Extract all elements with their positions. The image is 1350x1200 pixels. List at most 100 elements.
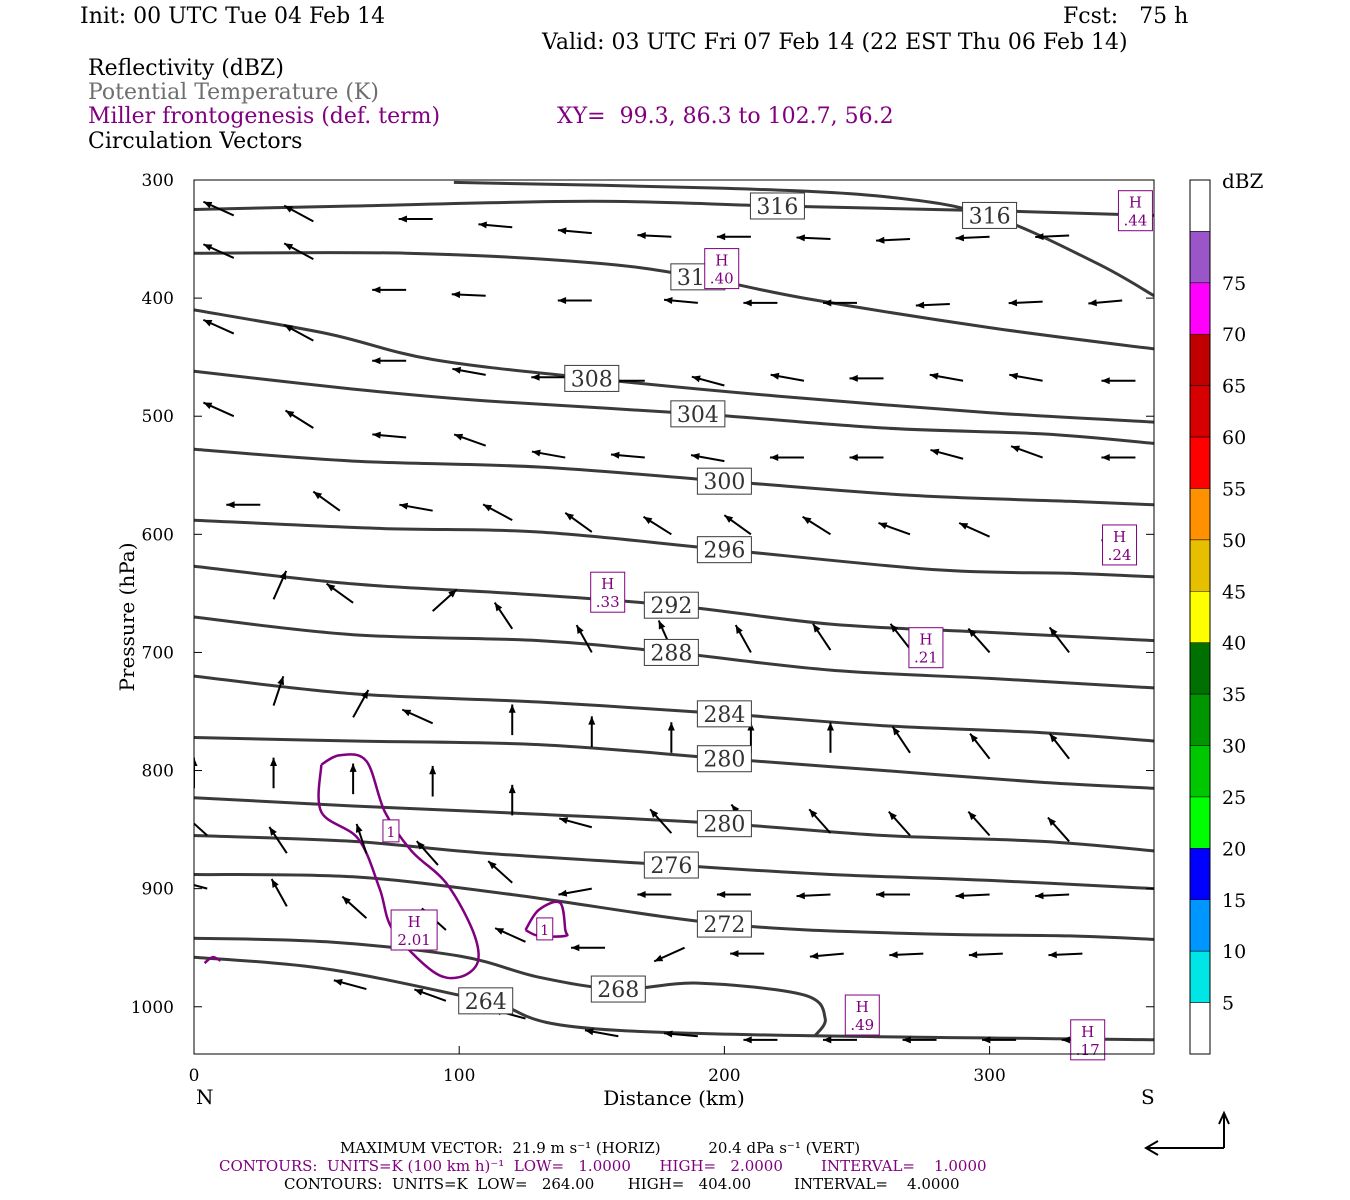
circulation-vector xyxy=(588,716,596,747)
vector-head xyxy=(770,372,780,380)
vector-head xyxy=(531,449,541,457)
circulation-vector xyxy=(969,733,991,760)
colorbar-label: 20 xyxy=(1222,838,1246,860)
circulation-vector xyxy=(802,515,831,536)
theta-label-text: 316 xyxy=(969,204,1011,229)
vector-head xyxy=(452,366,462,374)
vector-shaft xyxy=(194,822,208,837)
theta-label-box xyxy=(458,987,514,1015)
y-tick-label: 1000 xyxy=(131,998,174,1018)
circulation-vector xyxy=(915,301,950,309)
max-label: H xyxy=(1129,194,1142,212)
circulation-vector xyxy=(453,433,487,447)
theta-label-box xyxy=(749,192,805,220)
circulation-vector xyxy=(333,979,367,991)
vector-head xyxy=(664,1030,673,1038)
circulation-vector xyxy=(352,689,370,718)
colorbar-label: 40 xyxy=(1222,633,1246,655)
circulation-vector xyxy=(796,892,831,900)
circulation-vector xyxy=(808,808,832,834)
vector-head xyxy=(478,221,487,229)
circulation-vector xyxy=(508,784,516,816)
vector-head xyxy=(284,243,294,251)
circulation-vector xyxy=(723,514,752,536)
vector-head xyxy=(955,892,965,900)
circulation-vector xyxy=(888,810,911,837)
circulation-vector xyxy=(734,624,752,653)
theta-label-box xyxy=(696,910,752,938)
circulation-vector xyxy=(769,454,804,462)
colorbar-segment xyxy=(1189,745,1211,798)
frontogenesis-contour-label: 1 xyxy=(536,917,554,941)
max-value: .21 xyxy=(914,649,938,667)
vector-head xyxy=(826,722,834,731)
theta-label-text: 272 xyxy=(703,913,745,938)
circulation-vector xyxy=(272,675,285,706)
circulation-vector xyxy=(955,892,990,900)
colorbar-segment xyxy=(1189,333,1211,386)
max-value: .17 xyxy=(1076,1041,1100,1059)
colorbar-segment xyxy=(1189,282,1211,335)
colorbar-segment xyxy=(1189,899,1211,952)
frontogenesis-max: H.21 xyxy=(908,627,944,669)
south-end-label: S xyxy=(1141,1085,1155,1109)
frontogenesis-max: H.24 xyxy=(1102,524,1138,566)
circulation-vector xyxy=(415,840,439,866)
colorbar-segment xyxy=(1189,796,1211,849)
vector-head xyxy=(402,709,412,717)
vector-head xyxy=(372,286,381,294)
colorbar-label: 65 xyxy=(1222,376,1246,398)
vector-head xyxy=(769,454,779,462)
vector-head xyxy=(892,726,901,736)
colorbar: dBZ 5 10 15 20 25 30 35 40 45 50 55 60 65 70 75 xyxy=(1189,169,1264,1055)
vector-head xyxy=(175,879,184,886)
vector-head xyxy=(929,372,939,380)
circulation-vector xyxy=(968,951,1003,959)
colorbar-segment xyxy=(1189,436,1211,489)
vector-head xyxy=(743,1036,752,1044)
vector-head xyxy=(558,889,568,897)
frontogenesis-contour-label: 1 xyxy=(382,819,400,843)
vector-head xyxy=(1035,892,1044,900)
circulation-vector xyxy=(226,501,261,509)
colorbar-label: 75 xyxy=(1222,273,1246,295)
vector-head xyxy=(796,234,805,242)
y-tick-label: 300 xyxy=(142,171,174,191)
vector-head xyxy=(716,233,726,241)
circulation-vector xyxy=(716,233,751,241)
cross-section-coordinates: XY= 99.3, 86.3 to 102.7, 56.2 xyxy=(557,104,894,129)
x-tick-label: 0 xyxy=(189,1066,200,1086)
circulation-vector xyxy=(478,221,513,229)
vector-head xyxy=(588,716,596,725)
circulation-vector xyxy=(372,286,407,294)
colorbar-label: 50 xyxy=(1222,530,1246,552)
circulation-vector xyxy=(667,722,675,753)
max-label: H xyxy=(1081,1023,1094,1041)
vector-head xyxy=(1049,733,1058,743)
vector-head xyxy=(429,765,437,775)
theta-label-316: 316 xyxy=(962,201,1018,229)
circulation-vector xyxy=(398,215,433,223)
vector-head xyxy=(1011,445,1021,453)
circulation-vector xyxy=(531,449,566,459)
y-tick-label: 800 xyxy=(142,762,174,782)
vector-head xyxy=(959,523,969,530)
theta-label-text: 288 xyxy=(650,641,692,666)
max-label: H xyxy=(856,998,869,1016)
colorbar-segment xyxy=(1189,488,1211,541)
circulation-vector xyxy=(822,1036,857,1044)
vector-head xyxy=(796,892,805,900)
vector-head xyxy=(399,502,409,510)
colorbar-label: 45 xyxy=(1222,581,1246,603)
vector-head xyxy=(203,402,213,410)
vector-head xyxy=(451,291,461,299)
circulation-vector xyxy=(372,431,407,439)
theta-label-292: 292 xyxy=(643,591,699,619)
vector-head xyxy=(822,1036,832,1044)
theta-label-text: 276 xyxy=(650,854,692,879)
vector-head xyxy=(361,690,369,699)
vector-head xyxy=(809,809,818,818)
circulation-vector xyxy=(283,204,314,223)
vector-head xyxy=(508,704,516,713)
